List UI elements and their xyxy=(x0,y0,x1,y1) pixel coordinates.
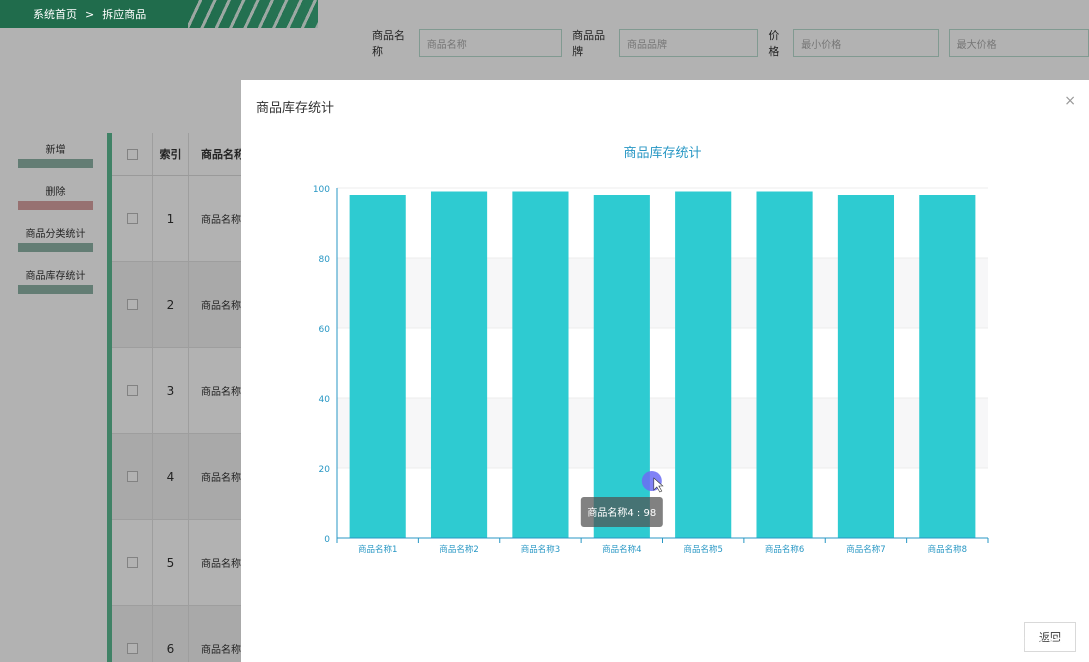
stock-stats-button[interactable]: 商品库存统计 xyxy=(18,267,93,294)
stock-stats-bar xyxy=(18,285,93,294)
row-index: 2 xyxy=(152,262,189,347)
brand-search-input[interactable]: 商品品牌 xyxy=(618,29,759,57)
row-name: 商品名称6 xyxy=(201,645,247,656)
bar xyxy=(430,191,488,538)
select-all-cell xyxy=(112,133,152,175)
bar xyxy=(512,191,569,538)
row-index: 6 xyxy=(152,606,189,662)
row-name: 商品名称3 xyxy=(201,387,247,398)
stock-bar-chart: 商品库存统计 0 20 40 60 80 100 商品名称1 商品名称2 商品名称3 商品名称4 商品… xyxy=(313,145,989,555)
row-checkbox[interactable] xyxy=(126,385,138,396)
category-stats-button[interactable]: 商品分类统计 xyxy=(18,225,93,252)
breadcrumb: 系统首页 > 拆应商品 xyxy=(0,0,318,28)
delete-button-label: 删除 xyxy=(45,187,66,198)
tooltip-text: 商品名称4 : 98 xyxy=(587,506,656,519)
table-header: 索引 商品名称 xyxy=(112,133,247,176)
row-name: 商品名称2 xyxy=(201,301,247,312)
chart-labels: 商品库存统计 0 20 40 60 80 100 商品名称1 商品名称2 商品名称3 商品名称4 商品… xyxy=(313,145,967,555)
table-row[interactable]: 1 商品名称1 xyxy=(112,176,247,262)
bar xyxy=(349,195,406,538)
x-tick-label: 商品名称4 xyxy=(602,544,641,555)
y-tick-label: 80 xyxy=(319,255,331,265)
row-checkbox[interactable] xyxy=(126,557,138,568)
table-row[interactable]: 5 商品名称5 xyxy=(112,520,247,606)
table-row[interactable]: 4 商品名称4 xyxy=(112,434,247,520)
x-tick-label: 商品名称7 xyxy=(846,544,885,555)
row-index: 1 xyxy=(152,176,189,261)
y-tick-label: 60 xyxy=(319,325,331,335)
breadcrumb-home[interactable]: 系统首页 xyxy=(33,8,77,21)
row-checkbox[interactable] xyxy=(126,643,138,654)
table-row[interactable]: 3 商品名称3 xyxy=(112,348,247,434)
row-index: 4 xyxy=(152,434,189,519)
x-tick-label: 商品名称1 xyxy=(358,544,397,555)
category-stats-bar xyxy=(18,243,93,252)
chart-axes xyxy=(336,188,989,543)
mouse-cursor-icon xyxy=(653,477,664,493)
name-search-input[interactable]: 商品名称 xyxy=(418,29,563,57)
bar xyxy=(919,195,976,538)
x-tick-label: 商品名称8 xyxy=(928,544,967,555)
row-checkbox[interactable] xyxy=(126,213,138,224)
tooltip-box xyxy=(580,497,663,527)
row-checkbox-cell xyxy=(112,213,152,224)
row-checkbox-cell xyxy=(112,643,152,654)
breadcrumb-current: 拆应商品 xyxy=(102,8,147,21)
bar xyxy=(756,191,813,538)
price-label: 价格 xyxy=(768,29,780,58)
chart-overlay: 商品名称4 : 98 xyxy=(580,471,664,527)
table-row[interactable]: 2 商品名称2 xyxy=(112,262,247,348)
dialog-title: 商品库存统计 xyxy=(256,101,335,116)
row-name: 商品名称4 xyxy=(201,473,247,484)
breadcrumb-decoration xyxy=(188,0,318,28)
search-bar: 商品名称 商品名称 商品品牌 商品品牌 价格 最小价格 最大价格 xyxy=(372,27,1089,59)
max-price-input[interactable]: 最大价格 xyxy=(948,29,1089,57)
x-tick-label: 商品名称2 xyxy=(439,544,478,555)
row-checkbox[interactable] xyxy=(126,471,138,482)
close-icon[interactable]: × xyxy=(1064,93,1076,109)
select-all-checkbox[interactable] xyxy=(126,148,138,160)
header-index: 索引 xyxy=(152,133,189,175)
bar xyxy=(837,195,895,538)
chart-bars xyxy=(349,191,976,538)
chart-title: 商品库存统计 xyxy=(623,145,701,161)
delete-button[interactable]: 删除 xyxy=(18,183,93,210)
y-tick-label: 0 xyxy=(324,535,330,545)
row-checkbox-cell xyxy=(112,557,152,568)
x-tick-label: 商品名称3 xyxy=(521,544,560,555)
x-tick-label: 商品名称6 xyxy=(765,544,804,555)
row-checkbox-cell xyxy=(112,385,152,396)
return-button[interactable]: 返回 xyxy=(1024,622,1076,652)
stock-stats-label: 商品库存统计 xyxy=(25,271,86,282)
y-tick-label: 40 xyxy=(319,395,331,405)
breadcrumb-separator: > xyxy=(85,7,95,21)
y-tick-label: 100 xyxy=(313,185,330,195)
row-name: 商品名称1 xyxy=(201,215,247,226)
add-button-bar xyxy=(18,159,93,168)
y-tick-label: 20 xyxy=(319,465,331,475)
delete-button-bar xyxy=(18,201,93,210)
header-name: 商品名称 xyxy=(201,148,245,161)
table-row[interactable]: 6 商品名称6 xyxy=(112,606,247,662)
stock-stats-dialog: 商品库存统计 × 商品库存统计 0 20 40 60 80 100 商品名称1 商品名称2 商品名… xyxy=(241,80,1089,662)
add-button[interactable]: 新增 xyxy=(18,141,93,168)
min-price-input[interactable]: 最小价格 xyxy=(793,29,939,57)
row-checkbox-cell xyxy=(112,299,152,310)
row-name: 商品名称5 xyxy=(201,559,247,570)
name-label: 商品名称 xyxy=(372,29,405,58)
category-stats-label: 商品分类统计 xyxy=(25,229,86,240)
brand-label: 商品品牌 xyxy=(572,29,606,58)
watermark: CSDN @laojin1234 xyxy=(940,636,1072,652)
table-left-border xyxy=(107,133,112,662)
row-checkbox-cell xyxy=(112,471,152,482)
row-index: 3 xyxy=(152,348,189,433)
add-button-label: 新增 xyxy=(45,145,66,156)
bar xyxy=(593,195,650,538)
bar xyxy=(675,191,732,538)
row-index: 5 xyxy=(152,520,189,605)
x-tick-label: 商品名称5 xyxy=(683,544,722,555)
row-checkbox[interactable] xyxy=(126,299,138,310)
